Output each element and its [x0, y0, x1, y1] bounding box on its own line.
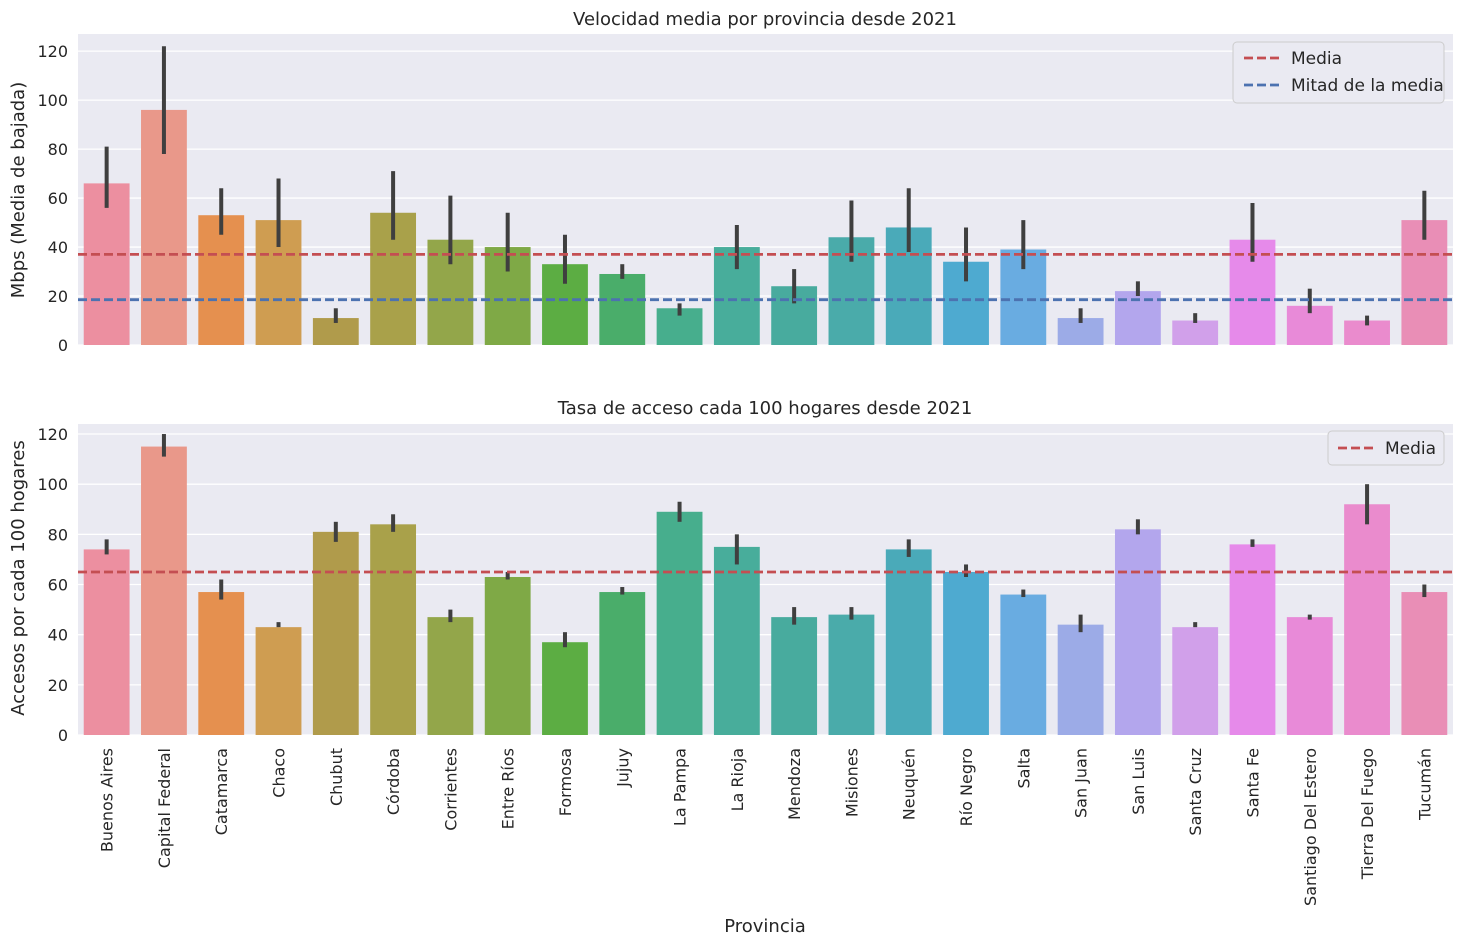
- bottom-y-ticks: 0 20 40 60 80 100 120: [37, 425, 68, 745]
- bar-10: [599, 273, 646, 345]
- top-chart: Velocidad media por provincia desde 2021…: [8, 9, 1453, 355]
- y-tick-label: 0: [58, 726, 68, 745]
- bar-7: [427, 617, 474, 735]
- bottom-legend-box: [1327, 430, 1445, 466]
- top-chart-title: Velocidad media por provincia desde 2021: [573, 9, 957, 30]
- bar-24: [1401, 220, 1448, 345]
- top-legend-media-label: Media: [1291, 49, 1342, 69]
- x-tick-label: Salta: [1014, 748, 1033, 788]
- bar-6: [370, 524, 417, 735]
- bottom-chart-title: Tasa de acceso cada 100 hogares desde 20…: [557, 398, 973, 419]
- bar-19: [1114, 529, 1161, 735]
- x-tick-label: Tierra Del Fuego: [1358, 748, 1377, 880]
- bar-22: [1286, 617, 1333, 735]
- x-tick-label: Córdoba: [384, 748, 403, 815]
- bar-13: [771, 617, 818, 735]
- bar-20: [1172, 627, 1219, 735]
- x-tick-label: La Pampa: [671, 748, 690, 826]
- y-tick-label: 100: [37, 475, 68, 494]
- x-tick-label: Catamarca: [212, 748, 231, 835]
- y-tick-label: 80: [48, 525, 68, 544]
- y-tick-label: 120: [37, 42, 68, 61]
- top-legend-box: [1232, 41, 1445, 104]
- bar-21: [1229, 544, 1276, 735]
- bottom-y-axis-label: Accesos por cada 100 hogares: [8, 440, 29, 715]
- y-tick-label: 100: [37, 91, 68, 110]
- bar-4: [255, 627, 302, 735]
- y-tick-label: 40: [48, 626, 68, 645]
- x-tick-label: Buenos Aires: [98, 748, 117, 852]
- bottom-bars: [83, 446, 1448, 735]
- bar-8: [484, 576, 531, 735]
- top-plot-area: [78, 34, 1453, 345]
- x-tick-label: La Rioja: [728, 748, 747, 811]
- bar-23: [1344, 504, 1390, 735]
- top-y-ticks: 0 20 40 60 80 100 120: [37, 42, 68, 355]
- top-reference-lines: [78, 252, 1453, 302]
- x-tick-label: Neuquén: [900, 748, 919, 820]
- x-tick-label: Tucumán: [1415, 748, 1434, 821]
- y-tick-label: 60: [48, 576, 68, 595]
- y-tick-label: 20: [48, 676, 68, 695]
- y-tick-label: 40: [48, 238, 68, 257]
- x-tick-label: Mendoza: [785, 748, 804, 820]
- bar-3: [198, 592, 245, 735]
- y-tick-label: 0: [58, 336, 68, 355]
- bottom-chart: Tasa de acceso cada 100 hogares desde 20…: [8, 398, 1453, 937]
- x-tick-label: Capital Federal: [155, 748, 174, 868]
- bottom-gridlines: [78, 433, 1453, 736]
- x-tick-label: Río Negro: [957, 748, 976, 826]
- bar-10: [599, 592, 646, 735]
- x-tick-label: Formosa: [556, 748, 575, 816]
- y-tick-label: 120: [37, 425, 68, 444]
- bottom-legend-media-label: Media: [1385, 439, 1436, 459]
- top-bars: [83, 109, 1448, 345]
- top-gridlines: [78, 50, 1453, 346]
- x-tick-label: San Juan: [1072, 748, 1091, 818]
- bottom-x-axis-label: Provincia: [724, 916, 806, 937]
- bar-24: [1401, 592, 1448, 735]
- x-tick-label: Santa Cruz: [1186, 748, 1205, 836]
- bar-5: [312, 531, 359, 735]
- bar-9: [542, 642, 588, 735]
- x-tick-label: Santa Fe: [1243, 748, 1262, 817]
- top-legend: Media Mitad de la media: [1232, 41, 1445, 104]
- y-tick-label: 20: [48, 287, 68, 306]
- x-tick-label: Chubut: [327, 748, 346, 806]
- bottom-error-bars: [104, 434, 1427, 648]
- bar-16: [943, 571, 989, 735]
- bar-3: [198, 215, 245, 345]
- bar-2: [141, 446, 187, 735]
- bar-20: [1172, 320, 1219, 345]
- bar-15: [885, 549, 932, 735]
- x-tick-label: San Luis: [1129, 748, 1148, 815]
- y-tick-label: 60: [48, 189, 68, 208]
- x-tick-label: Chaco: [270, 748, 289, 798]
- y-tick-label: 80: [48, 140, 68, 159]
- bottom-x-ticks: Buenos Aires Capital Federal Catamarca Chac…: [98, 748, 1435, 906]
- x-tick-label: Jujuy: [613, 748, 632, 788]
- x-tick-label: Entre Ríos: [499, 748, 518, 829]
- top-error-bars: [104, 46, 1427, 326]
- x-tick-label: Misiones: [842, 748, 861, 817]
- bar-1: [83, 183, 130, 345]
- bar-12: [713, 546, 760, 735]
- bar-14: [828, 614, 875, 735]
- bar-17: [1000, 594, 1047, 735]
- bar-1: [83, 549, 130, 735]
- x-tick-label: Corrientes: [441, 748, 460, 831]
- bottom-legend: Media: [1327, 430, 1445, 466]
- bar-11: [656, 511, 703, 735]
- bottom-plot-area: [78, 424, 1453, 735]
- top-y-axis-label: Mbps (Media de bajada): [8, 82, 29, 298]
- bar-18: [1057, 624, 1104, 735]
- x-tick-label: Santiago Del Estero: [1301, 748, 1320, 906]
- top-legend-half-label: Mitad de la media: [1291, 76, 1444, 96]
